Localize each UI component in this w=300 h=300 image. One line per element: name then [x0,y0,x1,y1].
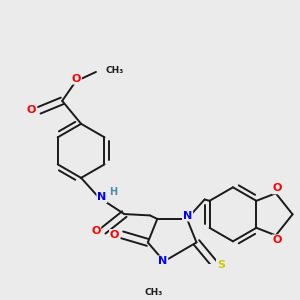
Text: O: O [272,235,282,245]
Text: O: O [71,74,81,84]
Text: O: O [110,230,119,240]
Text: S: S [217,260,225,270]
Text: O: O [27,105,36,115]
Text: N: N [97,192,106,202]
Text: CH₃: CH₃ [145,288,163,297]
Text: H: H [110,188,118,197]
Text: O: O [91,226,100,236]
Text: O: O [272,183,282,194]
Text: N: N [183,211,192,221]
Text: CH₃: CH₃ [105,66,124,75]
Text: N: N [158,256,167,266]
